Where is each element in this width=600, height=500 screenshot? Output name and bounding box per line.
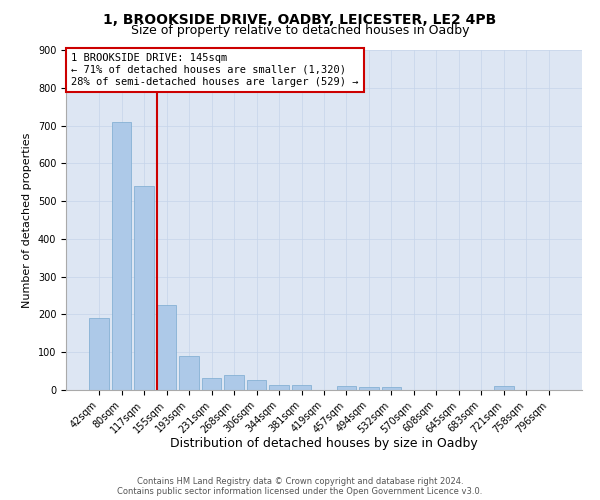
Bar <box>112 122 131 390</box>
Bar <box>202 378 221 390</box>
Bar <box>269 386 289 390</box>
Bar <box>157 305 176 390</box>
Bar <box>359 387 379 390</box>
Bar <box>179 356 199 390</box>
Text: 1 BROOKSIDE DRIVE: 145sqm
← 71% of detached houses are smaller (1,320)
28% of se: 1 BROOKSIDE DRIVE: 145sqm ← 71% of detac… <box>71 54 359 86</box>
Text: 1, BROOKSIDE DRIVE, OADBY, LEICESTER, LE2 4PB: 1, BROOKSIDE DRIVE, OADBY, LEICESTER, LE… <box>103 12 497 26</box>
Bar <box>382 387 401 390</box>
Bar <box>494 386 514 390</box>
Text: Contains HM Land Registry data © Crown copyright and database right 2024.
Contai: Contains HM Land Registry data © Crown c… <box>118 476 482 496</box>
Text: Size of property relative to detached houses in Oadby: Size of property relative to detached ho… <box>131 24 469 37</box>
X-axis label: Distribution of detached houses by size in Oadby: Distribution of detached houses by size … <box>170 438 478 450</box>
Bar <box>134 186 154 390</box>
Bar <box>224 375 244 390</box>
Bar <box>247 380 266 390</box>
Bar <box>292 386 311 390</box>
Y-axis label: Number of detached properties: Number of detached properties <box>22 132 32 308</box>
Bar <box>337 386 356 390</box>
Bar <box>89 318 109 390</box>
